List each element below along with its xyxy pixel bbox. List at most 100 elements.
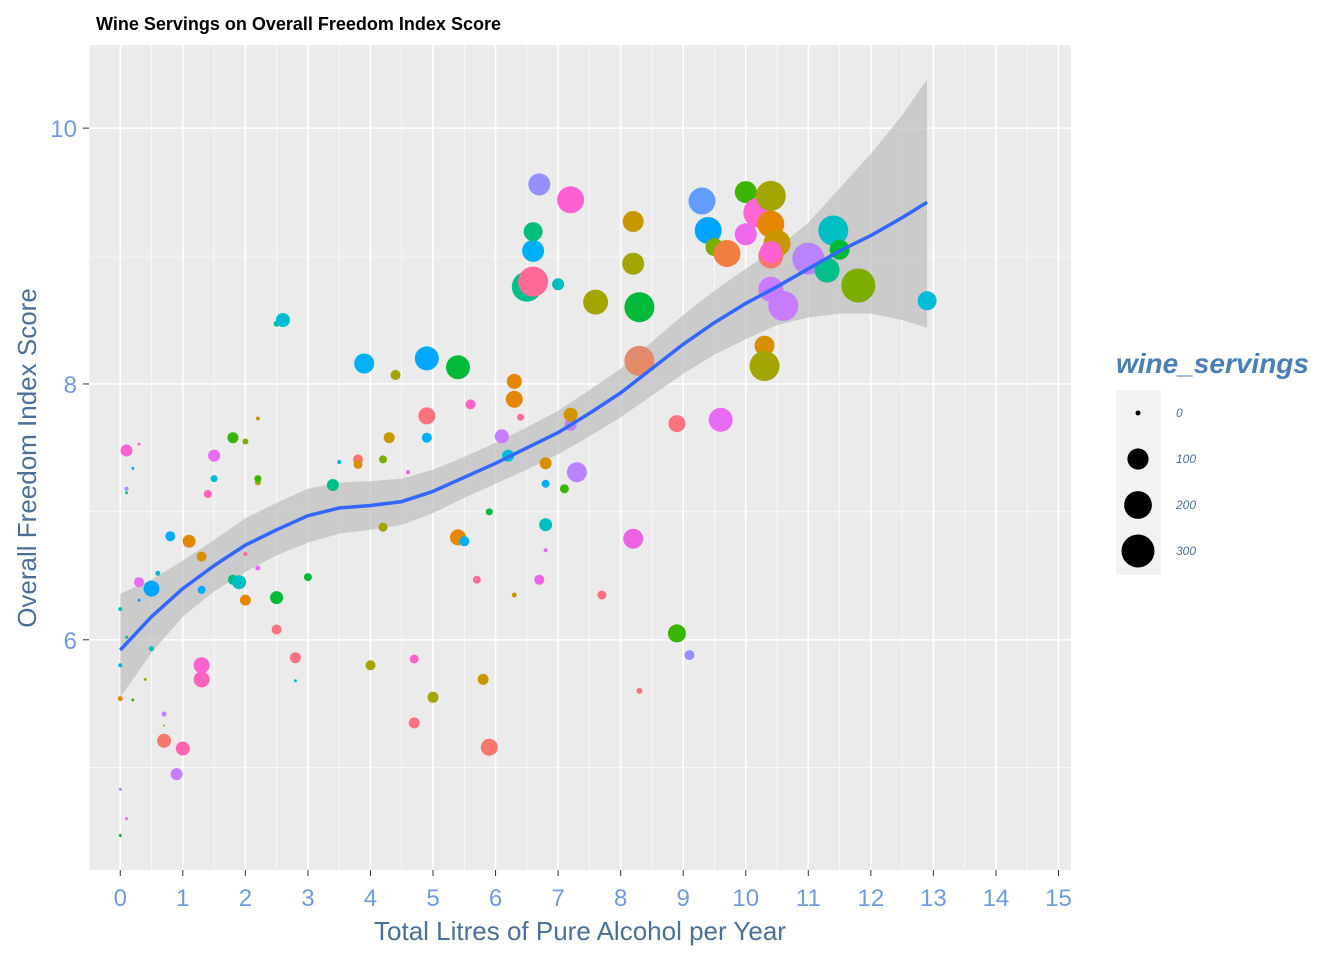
data-point bbox=[427, 691, 439, 703]
data-point bbox=[624, 292, 655, 323]
x-tick-label: 1 bbox=[176, 885, 189, 912]
data-point bbox=[293, 679, 297, 683]
data-point bbox=[124, 486, 129, 491]
data-point bbox=[539, 518, 553, 532]
data-point bbox=[511, 592, 517, 598]
data-point bbox=[197, 585, 206, 594]
data-point bbox=[134, 577, 144, 588]
data-point bbox=[694, 217, 722, 244]
data-point bbox=[636, 687, 643, 694]
legend: wine_servings 0 100 200 300 bbox=[1116, 348, 1309, 575]
data-point bbox=[583, 289, 609, 315]
data-point bbox=[326, 479, 339, 491]
data-point bbox=[480, 738, 498, 756]
y-tick-label: 6 bbox=[64, 628, 77, 655]
data-point bbox=[182, 534, 196, 548]
data-point bbox=[161, 711, 167, 717]
data-point bbox=[734, 223, 757, 246]
x-tick-label: 11 bbox=[796, 885, 821, 912]
x-tick-label: 3 bbox=[301, 885, 314, 912]
x-tick-label: 13 bbox=[920, 885, 947, 912]
data-point bbox=[365, 660, 376, 671]
data-points bbox=[117, 173, 937, 837]
data-point bbox=[337, 460, 342, 464]
data-point bbox=[668, 415, 686, 433]
data-point bbox=[118, 787, 122, 791]
data-point bbox=[534, 574, 545, 585]
data-point bbox=[559, 484, 569, 494]
data-point bbox=[175, 741, 190, 756]
data-point bbox=[409, 654, 419, 664]
smooth-trend-line bbox=[119, 200, 929, 652]
data-point bbox=[378, 522, 388, 532]
data-point bbox=[528, 173, 551, 196]
data-point bbox=[208, 449, 221, 462]
data-point bbox=[684, 650, 695, 661]
data-point bbox=[255, 565, 261, 571]
data-point bbox=[137, 598, 141, 602]
data-point bbox=[563, 407, 578, 422]
data-point bbox=[232, 575, 247, 590]
data-point bbox=[688, 187, 716, 215]
data-point bbox=[539, 457, 552, 470]
legend-entry-label: 300 bbox=[1176, 544, 1196, 558]
data-point bbox=[754, 335, 775, 356]
data-point bbox=[446, 355, 470, 380]
data-point bbox=[421, 432, 432, 443]
data-point bbox=[566, 462, 587, 483]
data-point bbox=[354, 353, 375, 374]
data-point bbox=[149, 646, 154, 652]
data-point bbox=[623, 528, 644, 549]
data-point bbox=[270, 591, 284, 605]
data-point bbox=[155, 570, 161, 576]
data-point bbox=[254, 475, 262, 483]
data-point bbox=[203, 490, 212, 498]
data-point bbox=[193, 671, 210, 688]
data-point bbox=[193, 657, 210, 674]
data-point bbox=[472, 575, 481, 584]
data-point bbox=[170, 768, 183, 781]
data-point bbox=[196, 551, 207, 562]
data-point bbox=[552, 278, 565, 291]
trend-line bbox=[119, 200, 929, 652]
data-point bbox=[131, 466, 135, 470]
data-point bbox=[414, 346, 439, 371]
data-point bbox=[465, 399, 476, 410]
legend-entry-label: 200 bbox=[1175, 498, 1196, 512]
x-axis-label: Total Litres of Pure Alcohol per Year bbox=[374, 916, 786, 946]
data-point bbox=[165, 531, 176, 542]
y-tick-label: 10 bbox=[50, 116, 77, 143]
chart-title: Wine Servings on Overall Freedom Index S… bbox=[96, 14, 501, 34]
data-point bbox=[390, 370, 401, 380]
data-point bbox=[243, 552, 248, 557]
data-point bbox=[118, 663, 123, 668]
x-tick-label: 15 bbox=[1045, 885, 1072, 912]
data-point bbox=[117, 696, 123, 702]
data-point bbox=[667, 624, 686, 643]
data-point bbox=[541, 479, 550, 488]
x-tick-label: 14 bbox=[983, 885, 1010, 912]
legend-entry-label: 0 bbox=[1176, 406, 1183, 420]
data-point bbox=[622, 211, 644, 232]
data-point bbox=[271, 624, 282, 635]
data-point bbox=[137, 442, 141, 446]
data-point bbox=[505, 390, 523, 408]
data-point bbox=[713, 240, 741, 267]
x-tick-label: 4 bbox=[364, 885, 377, 912]
data-point bbox=[289, 652, 301, 664]
data-point bbox=[624, 345, 655, 376]
data-point bbox=[494, 429, 509, 444]
legend-size-key bbox=[1124, 491, 1152, 519]
data-point bbox=[227, 432, 239, 444]
data-point bbox=[353, 460, 363, 469]
x-tick-label: 12 bbox=[857, 885, 884, 912]
data-point bbox=[303, 573, 312, 582]
legend-entry-label: 100 bbox=[1176, 452, 1196, 466]
data-point bbox=[242, 438, 249, 445]
x-tick-label: 5 bbox=[426, 885, 439, 912]
data-point bbox=[768, 290, 799, 321]
y-axis-label: Overall Freedom Index Score bbox=[12, 288, 42, 628]
data-point bbox=[118, 607, 123, 612]
